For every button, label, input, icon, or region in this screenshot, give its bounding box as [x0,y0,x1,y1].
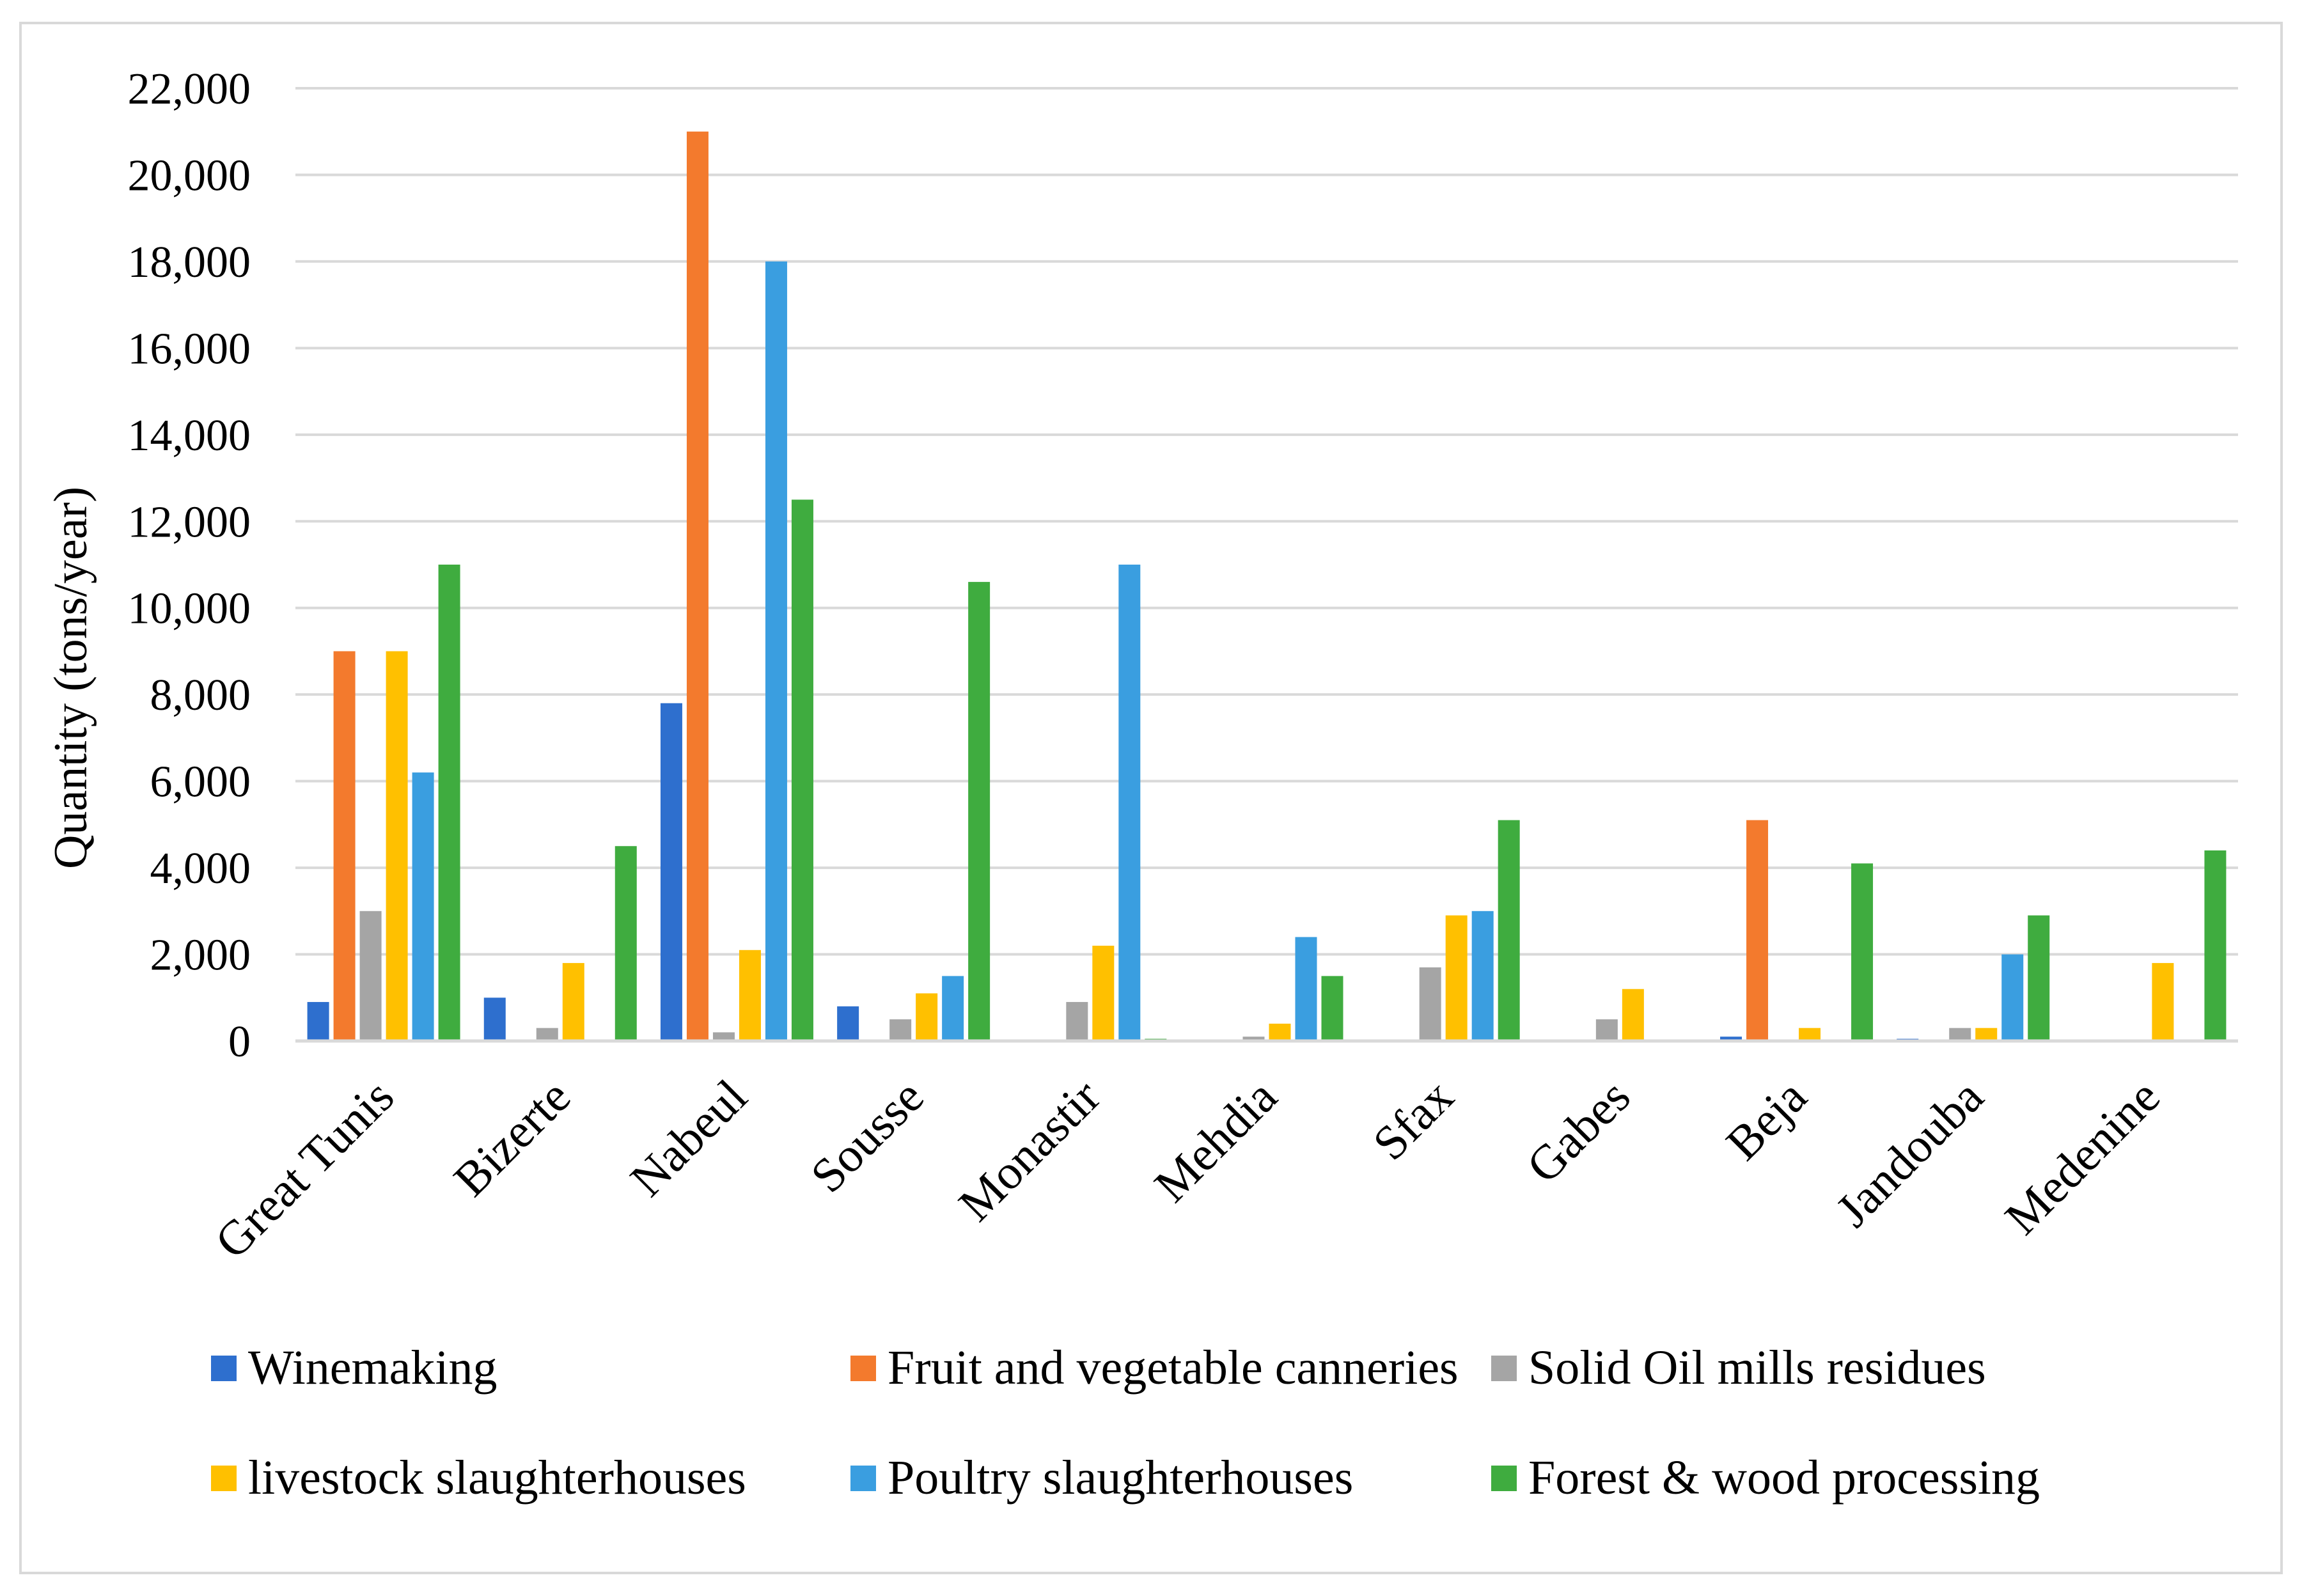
bar-winemaking-nabeul [660,703,682,1041]
x-category-label: Great Tunis [205,1070,404,1269]
bars [307,131,2227,1042]
bar-forest-wood-processing-great-tunis [438,565,460,1041]
bar-forest-wood-processing-mehdia [1321,976,1343,1041]
legend-swatch [211,1356,237,1381]
legend-label: livestock slaughterhouses [248,1451,746,1505]
x-category-label: Beja [1716,1070,1817,1171]
bar-livestock-slaughterhouses-medenine [2152,963,2174,1041]
legend-swatch [1491,1466,1517,1491]
bar-forest-wood-processing-beja [1851,863,1874,1041]
legend-swatch [1491,1356,1517,1381]
y-tick-label: 10,000 [128,584,251,634]
y-axis-title: Quantity (tons/year) [45,487,97,869]
y-tick-label: 2,000 [150,931,251,980]
bar-livestock-slaughterhouses-bizerte [562,963,584,1041]
bar-poultry-slaughterhouses-sfax [1471,911,1494,1041]
bar-solid-oil-mills-residues-monastir [1066,1002,1088,1041]
bar-winemaking-sousse [837,1006,859,1041]
y-tick-label: 12,000 [128,497,251,547]
x-category-label: Monastir [948,1070,1110,1232]
x-category-label: Jandouba [1826,1070,1993,1237]
bar-fruit-and-vegetable-canneries-beja [1746,820,1769,1041]
y-tick-label: 20,000 [128,151,251,200]
bar-livestock-slaughterhouses-beja [1799,1028,1821,1041]
y-tick-label: 0 [228,1017,251,1067]
bar-solid-oil-mills-residues-gabes [1595,1019,1618,1041]
x-category-label: Nabeul [620,1070,758,1207]
legend-label: Fruit and vegetable canneries [888,1341,1459,1395]
bar-poultry-slaughterhouses-mehdia [1295,937,1317,1041]
bar-forest-wood-processing-bizerte [615,846,637,1041]
bar-livestock-slaughterhouses-nabeul [739,950,761,1041]
x-category-label: Gabes [1517,1070,1641,1194]
y-tick-label: 22,000 [128,65,251,114]
bar-fruit-and-vegetable-canneries-nabeul [686,131,709,1041]
bar-livestock-slaughterhouses-sousse [916,993,938,1041]
bar-livestock-slaughterhouses-jandouba [1975,1028,1998,1041]
legend-label: Solid Oil mills residues [1528,1341,1986,1395]
bar-forest-wood-processing-sfax [1498,820,1520,1041]
y-tick-label: 14,000 [128,411,251,460]
bar-solid-oil-mills-residues-sfax [1419,967,1441,1041]
bar-solid-oil-mills-residues-jandouba [1949,1028,1971,1041]
bar-poultry-slaughterhouses-monastir [1118,565,1141,1041]
legend-swatch [850,1466,876,1491]
legend-label: Forest & wood processing [1528,1451,2040,1505]
legend-label: Winemaking [248,1341,497,1395]
bar-livestock-slaughterhouses-sfax [1445,915,1468,1041]
bar-livestock-slaughterhouses-monastir [1092,946,1115,1041]
x-category-label: Bizerte [444,1070,581,1207]
legend: Winemaking Fruit and vegetable canneries S… [211,1341,2040,1505]
bar-poultry-slaughterhouses-sousse [942,976,964,1041]
x-category-label: Sfax [1363,1070,1464,1171]
bar-winemaking-great-tunis [307,1002,329,1041]
y-axis-tick-labels: 0 2,000 4,000 6,000 8,000 10,000 12,000 14,000 1… [128,65,251,1067]
bar-livestock-slaughterhouses-mehdia [1269,1023,1291,1041]
bar-forest-wood-processing-nabeul [791,499,813,1041]
bar-livestock-slaughterhouses-gabes [1622,989,1644,1041]
bar-solid-oil-mills-residues-great-tunis [359,911,382,1041]
bar-forest-wood-processing-sousse [968,582,990,1041]
bar-solid-oil-mills-residues-sousse [889,1019,912,1041]
bar-winemaking-beja [1720,1037,1742,1041]
gridlines [295,87,2238,956]
bar-solid-oil-mills-residues-mehdia [1242,1037,1265,1041]
legend-swatch [850,1356,876,1381]
x-category-label: Medenine [1995,1070,2170,1245]
legend-swatch [211,1466,237,1491]
bar-solid-oil-mills-residues-nabeul [712,1032,735,1041]
y-tick-label: 18,000 [128,238,251,287]
x-category-label: Mehdia [1144,1070,1287,1213]
bar-poultry-slaughterhouses-jandouba [2001,954,2024,1041]
bar-poultry-slaughterhouses-great-tunis [412,772,434,1041]
y-tick-label: 4,000 [150,844,251,893]
bar-winemaking-bizerte [483,997,506,1041]
bar-fruit-and-vegetable-canneries-great-tunis [333,651,356,1041]
y-tick-label: 8,000 [150,671,251,720]
bar-solid-oil-mills-residues-bizerte [536,1028,558,1041]
bar-livestock-slaughterhouses-great-tunis [386,651,408,1041]
legend-label: Poultry slaughterhouses [888,1451,1353,1505]
bar-forest-wood-processing-medenine [2204,850,2227,1041]
bar-poultry-slaughterhouses-nabeul [765,261,787,1042]
category-labels: Great Tunis Bizerte Nabeul Sousse Monastir Me… [205,1070,2170,1269]
y-tick-label: 6,000 [150,758,251,807]
bar-forest-wood-processing-jandouba [2028,915,2050,1041]
y-tick-label: 16,000 [128,324,251,373]
x-category-label: Sousse [801,1070,934,1203]
